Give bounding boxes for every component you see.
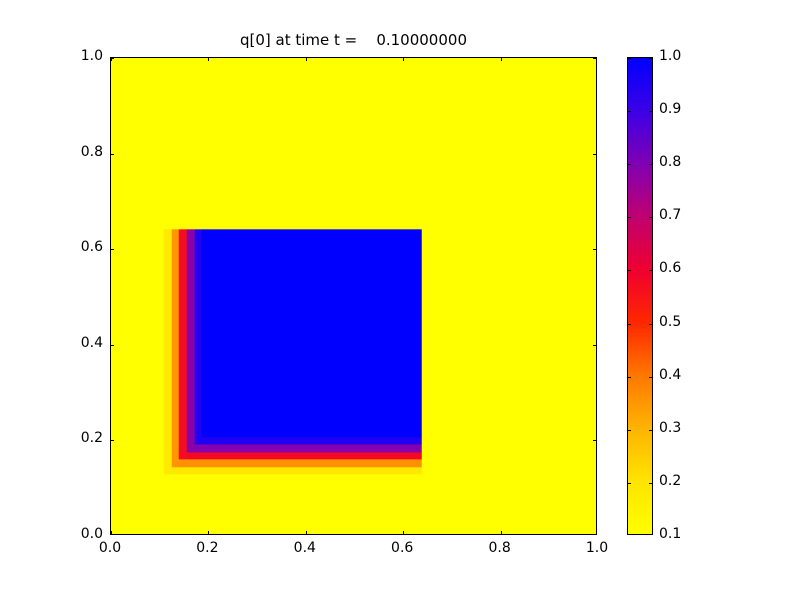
main-axes[interactable] — [110, 57, 597, 535]
x-tick-label: 0.0 — [98, 540, 122, 556]
colorbar-tick-mark — [649, 164, 652, 166]
colorbar-gradient — [628, 58, 652, 534]
x-tick-mark — [305, 531, 307, 534]
colorbar-tick-mark — [628, 111, 631, 113]
colorbar-tick-mark — [628, 429, 631, 431]
x-tick-mark — [111, 58, 112, 61]
colorbar-tick-mark — [649, 58, 652, 59]
x-tick-label: 1.0 — [585, 540, 609, 556]
y-tick-mark — [593, 249, 596, 251]
y-tick-mark — [111, 440, 114, 442]
y-tick-mark — [593, 58, 596, 59]
x-tick-mark — [500, 531, 502, 534]
colorbar[interactable] — [627, 57, 653, 535]
y-tick-mark — [111, 58, 114, 59]
x-tick-mark — [208, 531, 210, 534]
colorbar-tick-mark — [628, 376, 631, 378]
colorbar-tick-mark — [649, 376, 652, 378]
x-tick-label: 0.4 — [293, 540, 316, 556]
colorbar-tick-mark — [649, 217, 652, 219]
x-tick-mark — [500, 58, 502, 61]
x-tick-mark — [305, 58, 307, 61]
plot-title: q[0] at time t = 0.10000000 — [240, 31, 467, 49]
y-tick-mark — [593, 344, 596, 346]
colorbar-tick-mark — [649, 111, 652, 113]
colorbar-tick-mark — [628, 482, 631, 484]
colorbar-tick-mark — [649, 270, 652, 272]
y-tick-mark — [111, 249, 114, 251]
heatmap-field — [111, 58, 596, 534]
colorbar-tick-mark — [628, 270, 631, 272]
colorbar-tick-mark — [628, 323, 631, 325]
x-tick-label: 0.8 — [488, 540, 511, 556]
colorbar-tick-mark — [628, 58, 631, 59]
colorbar-tick-mark — [649, 323, 652, 325]
x-tick-label: 0.6 — [391, 540, 414, 556]
colorbar-tick-mark — [628, 217, 631, 219]
x-tick-label: 0.2 — [196, 540, 219, 556]
y-tick-mark — [111, 344, 114, 346]
x-tick-mark — [208, 58, 210, 61]
colorbar-tick-mark — [628, 164, 631, 166]
y-tick-mark — [111, 153, 114, 155]
x-tick-mark — [403, 58, 405, 61]
colorbar-tick-mark — [649, 482, 652, 484]
x-tick-mark — [111, 531, 112, 534]
y-tick-mark — [593, 153, 596, 155]
x-tick-mark — [403, 531, 405, 534]
y-tick-mark — [593, 440, 596, 442]
colorbar-tick-mark — [649, 429, 652, 431]
